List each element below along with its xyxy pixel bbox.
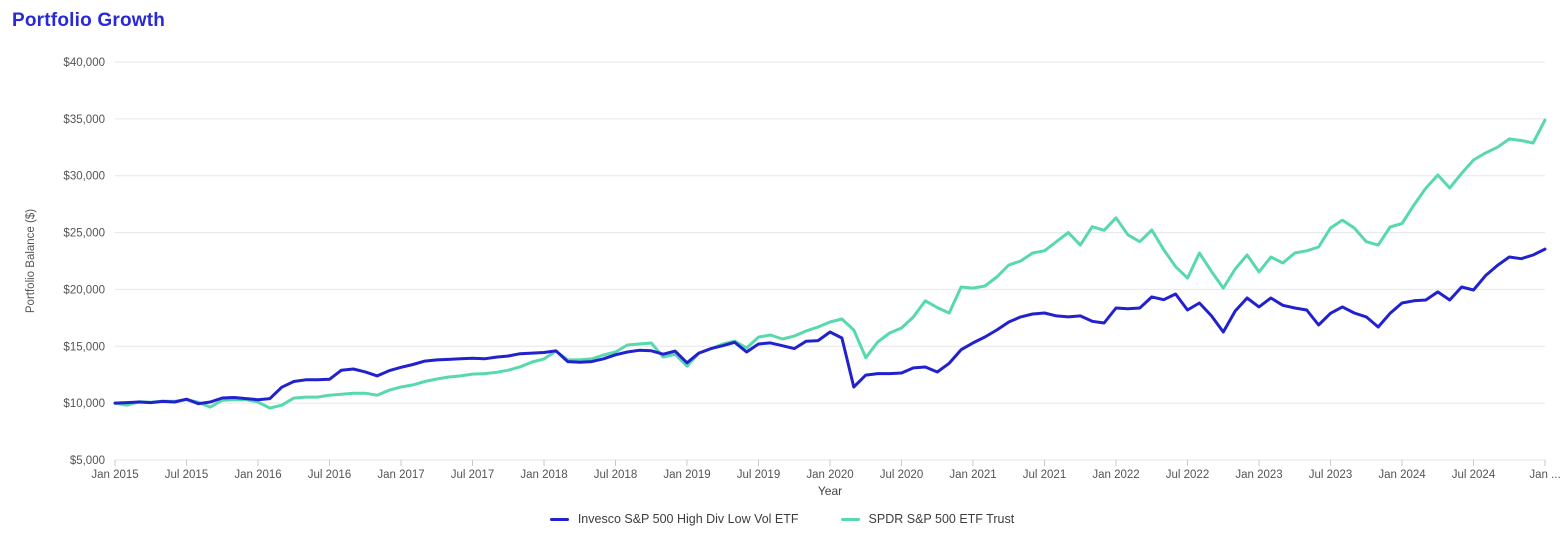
y-tick-label: $10,000: [63, 398, 105, 410]
x-tick-label: Jul 2024: [1452, 469, 1496, 481]
x-tick-label: Jul 2023: [1309, 469, 1352, 481]
invesco-line-swatch-icon: [549, 517, 569, 521]
y-tick-label: $15,000: [63, 341, 105, 353]
legend: Invesco S&P 500 High Div Low Vol ETF SPD…: [0, 512, 1564, 526]
series-line-invesco: [113, 247, 1547, 406]
x-tick-label: Jul 2016: [308, 469, 351, 481]
x-tick-label: Jan 2023: [1235, 469, 1282, 481]
y-tick-label: $5,000: [70, 455, 105, 467]
x-tick-label: Jan 2024: [1378, 469, 1426, 481]
legend-label-invesco: Invesco S&P 500 High Div Low Vol ETF: [577, 512, 799, 526]
x-tick-label: Jul 2019: [737, 469, 780, 481]
x-tick-label: Jan 2019: [663, 469, 710, 481]
x-tick-label: Jan 2022: [1092, 469, 1139, 481]
chart-title: Portfolio Growth: [12, 10, 166, 31]
x-tick-label: Jan 2018: [520, 469, 567, 481]
legend-item-invesco[interactable]: Invesco S&P 500 High Div Low Vol ETF: [549, 512, 799, 526]
series-line-spdr: [113, 118, 1547, 410]
spdr-line-swatch-icon: [840, 517, 860, 521]
y-tick-label: $40,000: [63, 57, 105, 69]
x-tick-label: Jul 2015: [165, 469, 208, 481]
x-tick-label: Jul 2018: [594, 469, 637, 481]
legend-label-spdr: SPDR S&P 500 ETF Trust: [868, 512, 1015, 526]
y-tick-label: $25,000: [63, 228, 105, 240]
x-tick-label: Jul 2022: [1166, 469, 1209, 481]
x-tick-label: Jul 2021: [1023, 469, 1066, 481]
x-tick-label: Jan 2020: [806, 469, 853, 481]
x-axis-title: Year: [817, 484, 843, 498]
x-tick-label: Jan 2017: [377, 469, 424, 481]
y-tick-label: $35,000: [63, 114, 105, 126]
y-tick-label: $30,000: [63, 171, 105, 183]
legend-item-spdr[interactable]: SPDR S&P 500 ETF Trust: [840, 512, 1015, 526]
y-tick-label: $20,000: [63, 284, 105, 296]
x-tick-label: Jan 2021: [949, 469, 996, 481]
x-tick-label: Jul 2020: [880, 469, 923, 481]
x-tick-label: Jan ...: [1529, 469, 1560, 481]
x-tick-label: Jan 2015: [91, 469, 138, 481]
x-tick-label: Jan 2016: [234, 469, 281, 481]
x-tick-label: Jul 2017: [451, 469, 494, 481]
